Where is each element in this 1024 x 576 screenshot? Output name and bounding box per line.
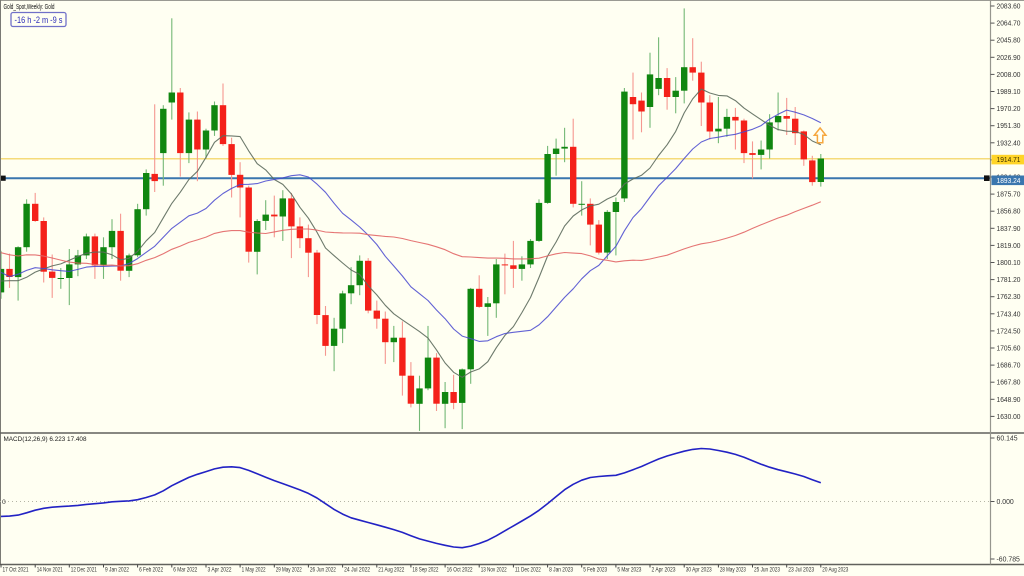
svg-text:29 May 2022: 29 May 2022 xyxy=(276,567,302,574)
svg-text:1893.24: 1893.24 xyxy=(997,178,1021,185)
svg-text:3 Apr 2022: 3 Apr 2022 xyxy=(208,567,232,574)
svg-text:14 Nov 2021: 14 Nov 2021 xyxy=(37,567,63,574)
svg-text:1914.71: 1914.71 xyxy=(997,157,1021,164)
svg-text:1932.40: 1932.40 xyxy=(997,140,1021,147)
svg-text:MACD(12,26,9) 6.223 17.408: MACD(12,26,9) 6.223 17.408 xyxy=(4,436,87,443)
svg-text:6 Mar 2022: 6 Mar 2022 xyxy=(173,567,197,574)
svg-text:18 Sep 2022: 18 Sep 2022 xyxy=(412,567,438,574)
svg-text:1705.60: 1705.60 xyxy=(997,346,1021,353)
svg-text:0: 0 xyxy=(2,499,6,506)
svg-text:1800.10: 1800.10 xyxy=(997,260,1021,267)
svg-text:12 Dec 2021: 12 Dec 2021 xyxy=(71,567,97,574)
svg-text:1743.40: 1743.40 xyxy=(997,311,1021,318)
svg-text:25 Jun 2023: 25 Jun 2023 xyxy=(754,567,780,574)
svg-text:1951.30: 1951.30 xyxy=(997,123,1021,130)
svg-text:1837.90: 1837.90 xyxy=(997,226,1021,233)
svg-text:1819.00: 1819.00 xyxy=(997,243,1021,250)
svg-text:1970.20: 1970.20 xyxy=(997,106,1021,113)
svg-text:20 Aug 2023: 20 Aug 2023 xyxy=(822,567,848,574)
svg-text:1 May 2022: 1 May 2022 xyxy=(242,567,266,574)
svg-text:26 Jun 2022: 26 Jun 2022 xyxy=(310,567,336,574)
svg-text:2008.00: 2008.00 xyxy=(997,72,1021,79)
svg-text:2 Apr 2023: 2 Apr 2023 xyxy=(652,567,676,574)
svg-text:16 Oct 2022: 16 Oct 2022 xyxy=(447,567,473,574)
svg-text:1762.30: 1762.30 xyxy=(997,294,1021,301)
svg-text:Gold_Spot,Weekly: Gold: Gold_Spot,Weekly: Gold xyxy=(4,2,55,11)
svg-text:1875.70: 1875.70 xyxy=(997,192,1021,199)
svg-text:23 Jul 2023: 23 Jul 2023 xyxy=(788,567,814,574)
svg-text:1724.50: 1724.50 xyxy=(997,328,1021,335)
svg-text:9 Jan 2022: 9 Jan 2022 xyxy=(105,567,129,574)
svg-text:21 Aug 2022: 21 Aug 2022 xyxy=(378,567,404,574)
svg-text:1781.20: 1781.20 xyxy=(997,277,1021,284)
svg-text:60.145: 60.145 xyxy=(997,436,1018,443)
svg-text:1686.70: 1686.70 xyxy=(997,363,1021,370)
svg-text:0.000: 0.000 xyxy=(997,499,1014,506)
svg-text:17 Oct 2021: 17 Oct 2021 xyxy=(3,567,29,574)
svg-text:2083.60: 2083.60 xyxy=(997,4,1021,11)
svg-text:-16 h -2 m -9 s: -16 h -2 m -9 s xyxy=(15,15,63,25)
svg-text:24 Jul 2022: 24 Jul 2022 xyxy=(344,567,370,574)
svg-text:30 Apr 2023: 30 Apr 2023 xyxy=(686,567,712,574)
svg-text:13 Nov 2022: 13 Nov 2022 xyxy=(481,567,507,574)
svg-text:6 Feb 2022: 6 Feb 2022 xyxy=(139,567,163,574)
svg-text:1856.80: 1856.80 xyxy=(997,209,1021,216)
svg-text:-60.785: -60.785 xyxy=(997,557,1021,564)
svg-text:1630.00: 1630.00 xyxy=(997,414,1021,421)
svg-text:8 Jan 2023: 8 Jan 2023 xyxy=(549,567,573,574)
svg-text:5 Mar 2023: 5 Mar 2023 xyxy=(617,567,641,574)
svg-text:2045.80: 2045.80 xyxy=(997,38,1021,45)
svg-text:1989.10: 1989.10 xyxy=(997,89,1021,96)
svg-text:11 Dec 2022: 11 Dec 2022 xyxy=(515,567,541,574)
svg-text:2026.90: 2026.90 xyxy=(997,55,1021,62)
svg-text:28 May 2023: 28 May 2023 xyxy=(720,567,746,574)
svg-text:1667.80: 1667.80 xyxy=(997,380,1021,387)
svg-text:5 Feb 2023: 5 Feb 2023 xyxy=(583,567,607,574)
svg-text:2064.70: 2064.70 xyxy=(997,21,1021,28)
svg-text:1648.90: 1648.90 xyxy=(997,397,1021,404)
